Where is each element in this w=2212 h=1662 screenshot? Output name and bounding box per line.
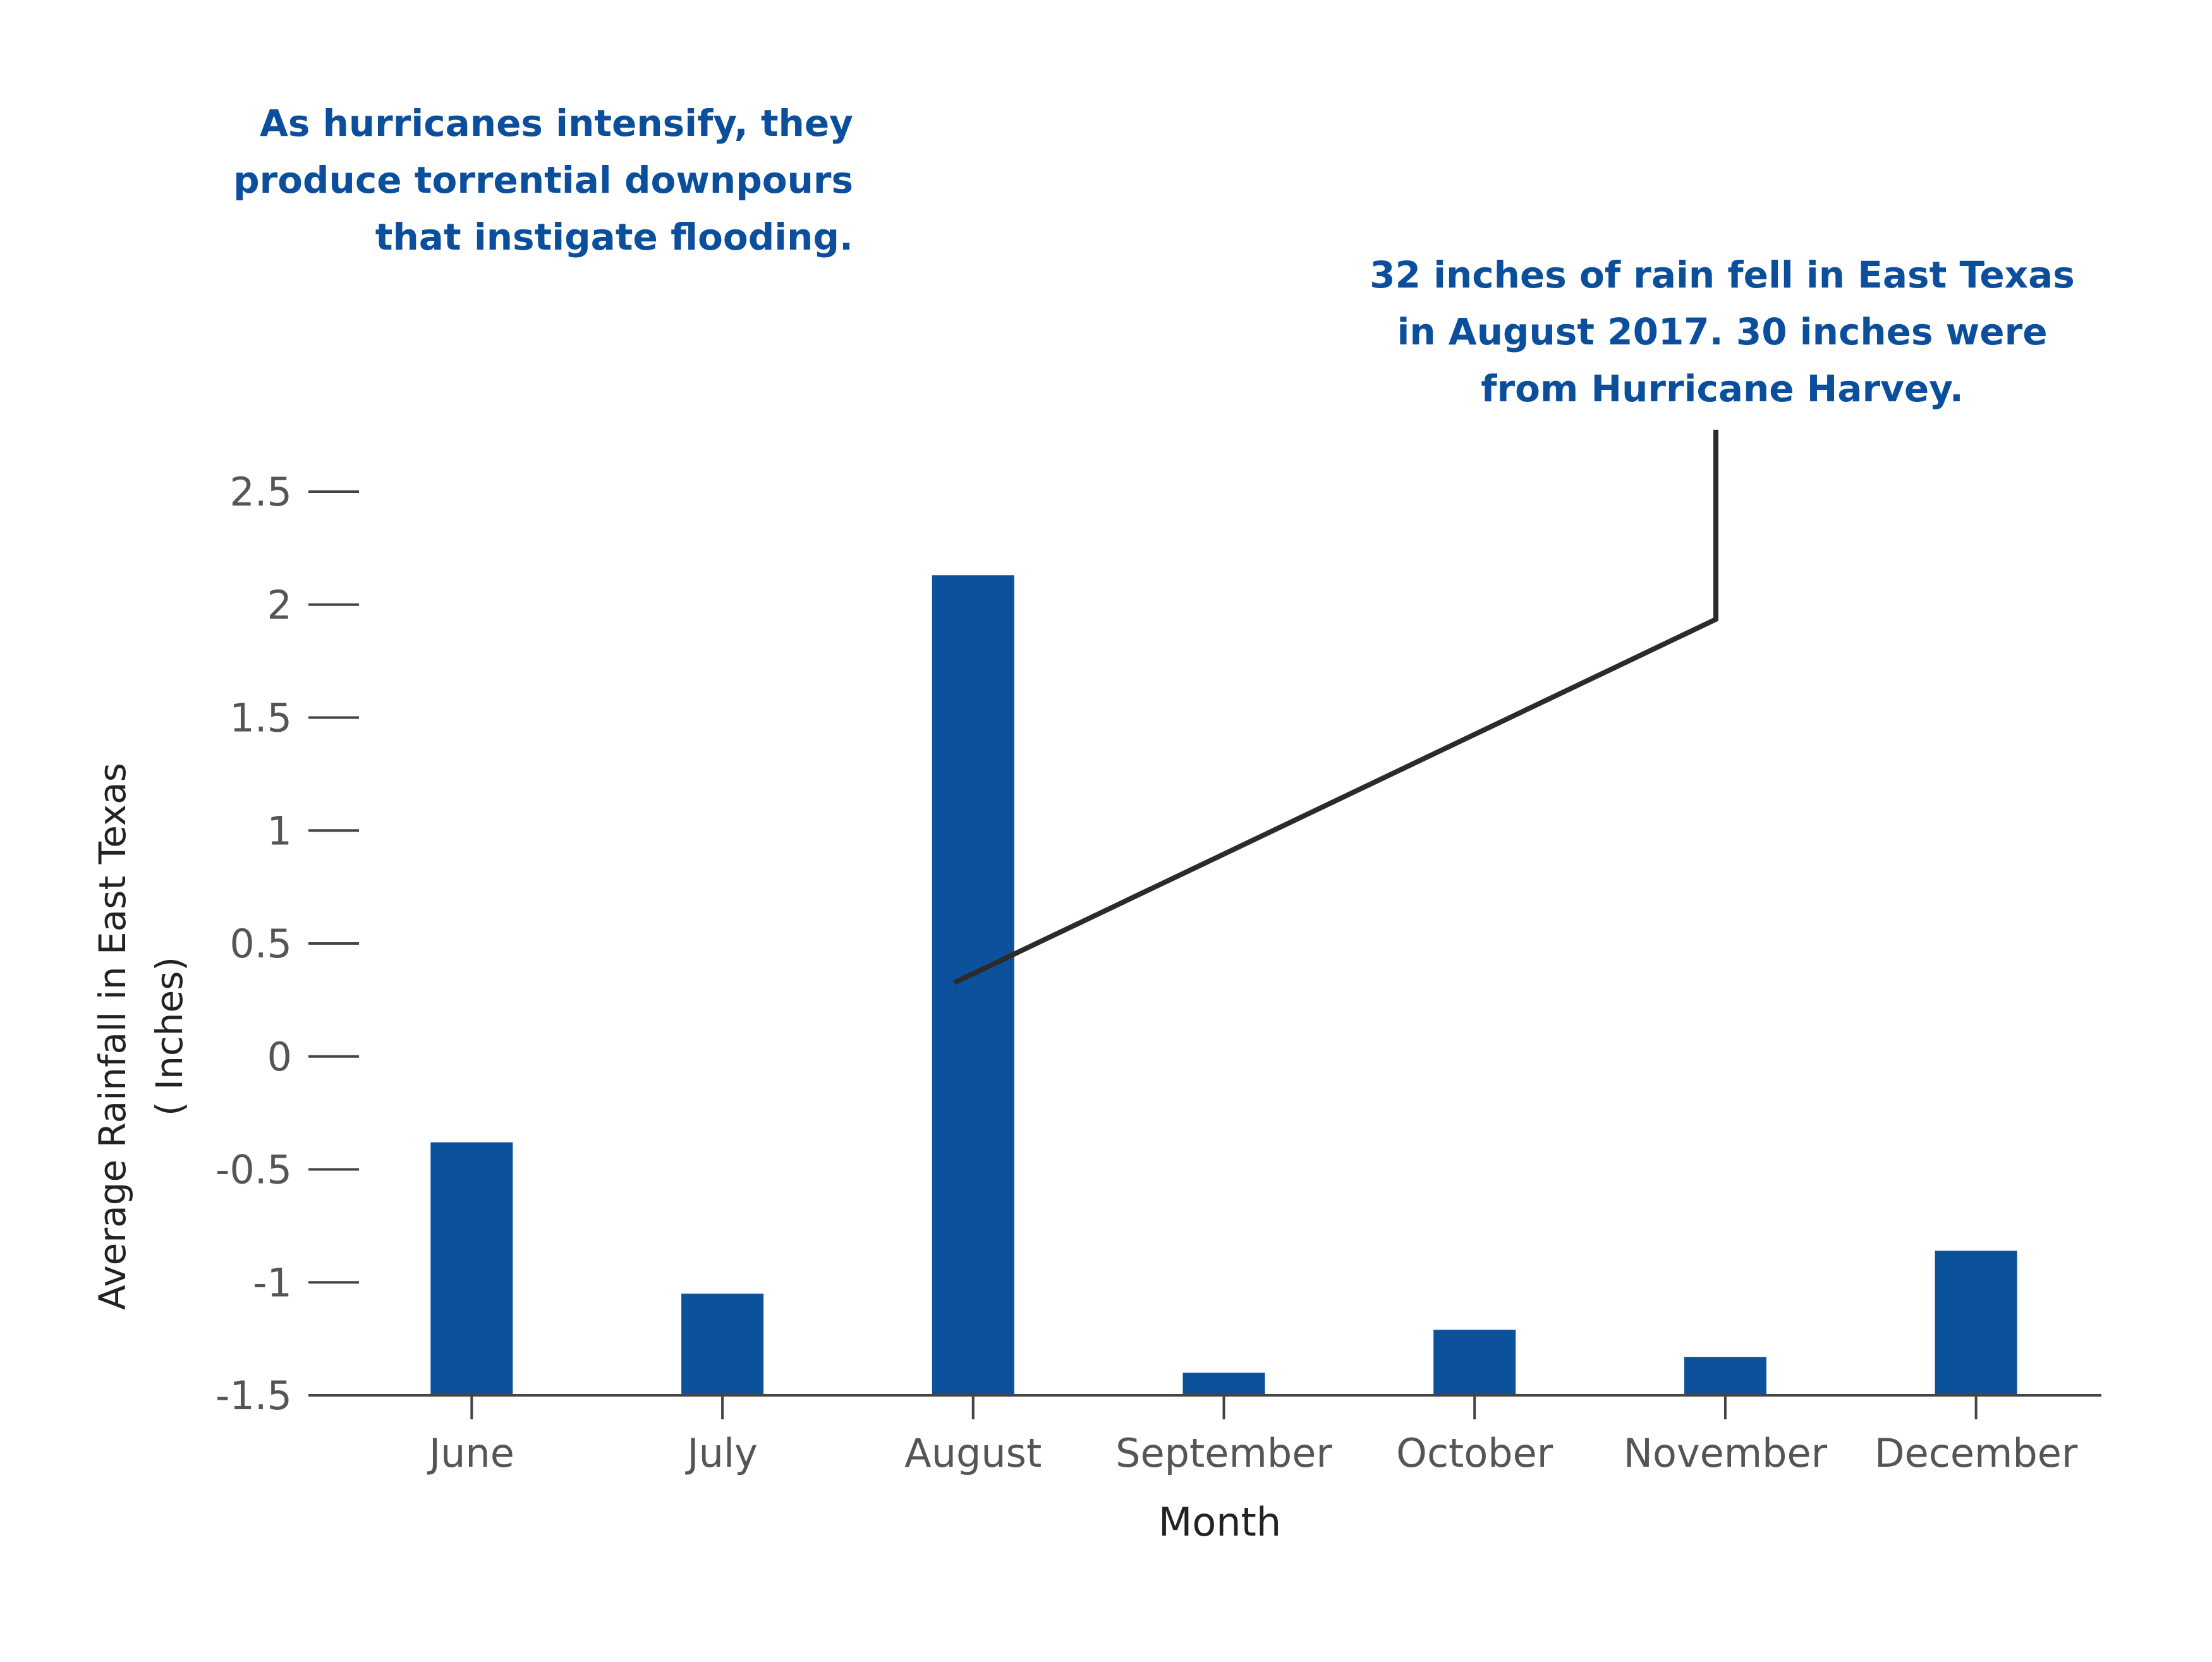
- x-axis: June July August September October November De…: [346, 1394, 2101, 1476]
- y-tick-label: -1.5: [216, 1373, 292, 1419]
- y-tick-label: 0.5: [229, 921, 292, 967]
- bar-december: [1935, 1251, 2017, 1395]
- y-axis-title: Average Rainfall in East Texas ( Inches): [91, 763, 191, 1310]
- x-axis-title: Month: [1158, 1499, 1281, 1545]
- y-tick-label: -0.5: [216, 1147, 292, 1193]
- x-tick-label: October: [1396, 1430, 1553, 1476]
- annotation-hurricane-harvey: 32 inches of rain fell in East Texas in …: [1370, 253, 2075, 410]
- harvey-callout-line: [953, 430, 1718, 985]
- x-tick-label: July: [684, 1430, 758, 1476]
- x-tick-label: August: [904, 1430, 1042, 1476]
- y-axis-title-line-1: Average Rainfall in East Texas: [91, 763, 134, 1310]
- x-tick-label: December: [1875, 1430, 2078, 1476]
- x-tick-label: September: [1115, 1430, 1332, 1476]
- annotation-hurricanes-intensify: As hurricanes intensify, they produce to…: [233, 102, 853, 258]
- y-tick-label: 0: [267, 1034, 292, 1080]
- bar-september: [1182, 1373, 1265, 1395]
- x-tick-label: November: [1624, 1430, 1828, 1476]
- bar-october: [1433, 1330, 1516, 1395]
- y-axis: -1.5 -1 -0.5 0 0.5 1 1.5 2 2.5: [216, 469, 359, 1419]
- axis-titles: Month Average Rainfall in East Texas ( I…: [91, 763, 1281, 1545]
- y-tick-label: 1: [267, 808, 292, 854]
- bar-june: [430, 1142, 513, 1395]
- y-axis-title-line-2: ( Inches): [148, 957, 191, 1116]
- y-tick-label: 2.5: [229, 469, 292, 515]
- y-tick-label: 1.5: [229, 695, 292, 741]
- x-tick-label: June: [427, 1430, 514, 1476]
- y-tick-label: 2: [267, 582, 292, 628]
- bars: [430, 575, 2017, 1395]
- y-tick-label: -1: [253, 1259, 292, 1306]
- bar-july: [681, 1294, 764, 1395]
- bar-november: [1684, 1357, 1766, 1395]
- bar-august: [932, 575, 1014, 1395]
